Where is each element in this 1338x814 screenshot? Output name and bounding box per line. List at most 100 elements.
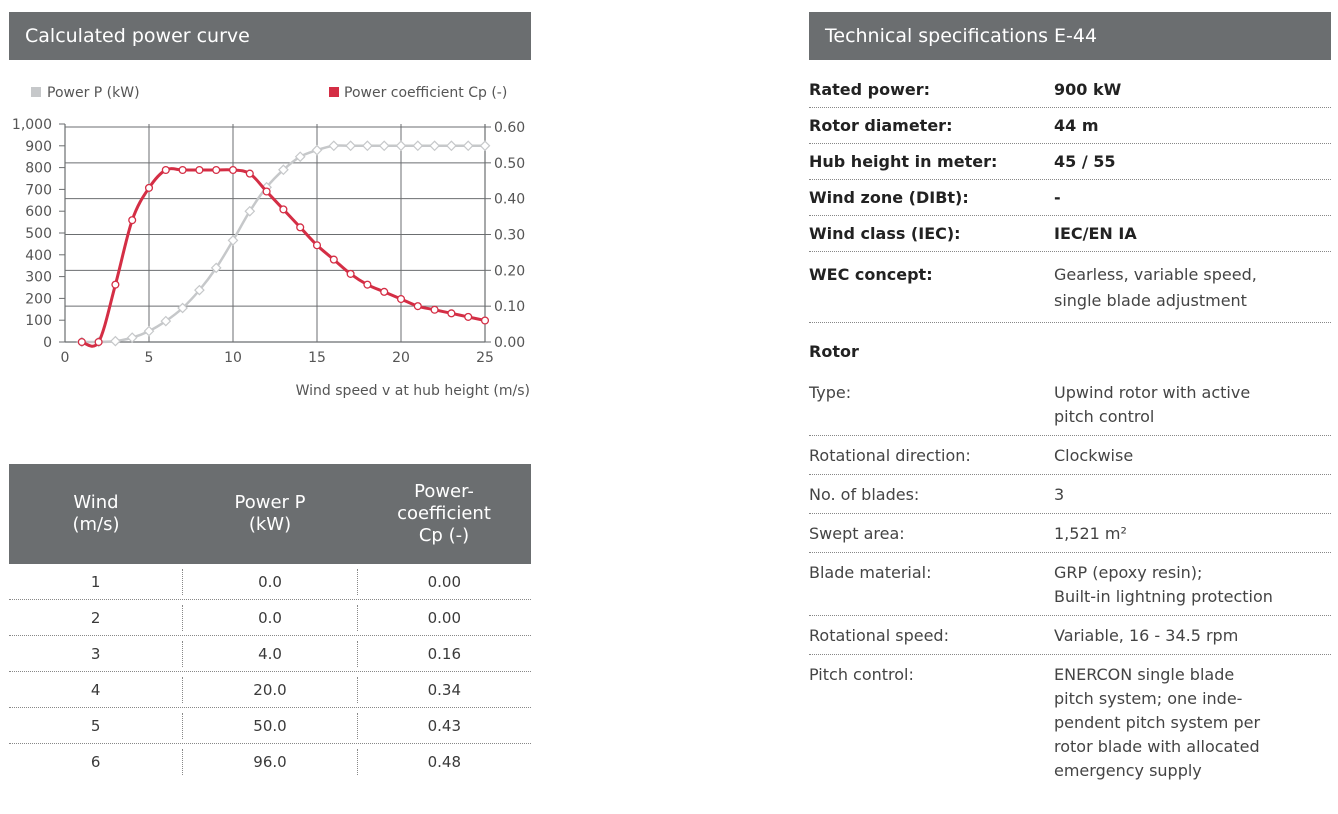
power-data-point — [412, 140, 424, 152]
cp-data-point — [94, 337, 103, 347]
spec-value: 1,521 m² — [1054, 524, 1127, 543]
cell-power: 0.0 — [182, 604, 356, 631]
column-header-wind: Wind (m/s) — [72, 492, 120, 535]
cp-data-point — [480, 316, 490, 325]
cp-series-line — [81, 167, 486, 348]
spec-row: Type: Upwind rotor with active pitch cont… — [809, 373, 1331, 436]
y-left-tick-label: 800 — [25, 161, 52, 177]
spec-label: Swept area: — [809, 524, 905, 543]
y-right-tick-label: 0.10 — [494, 299, 525, 315]
cell-cp: 0.00 — [356, 568, 531, 595]
cell-power: 4.0 — [182, 640, 356, 667]
y-right-tick-label: 0.60 — [494, 120, 525, 136]
spec-row: Pitch control: ENERCON single blade pitch… — [809, 655, 1331, 789]
table-body: 1 0.0 0.00 2 0.0 0.00 3 4.0 0.16 4 20.0 0.34 5 50.0 0.… — [9, 564, 531, 780]
power-data-point — [378, 140, 390, 152]
power-data-point — [126, 332, 138, 344]
spec-value: ENERCON single blade pitch system; one i… — [1054, 665, 1261, 780]
column-header-cp: Power- coefficient Cp (-) — [397, 481, 491, 546]
cp-data-point — [144, 183, 154, 192]
spec-value: 3 — [1054, 485, 1065, 504]
y-left-tick-label: 100 — [25, 313, 52, 329]
cp-data-point — [77, 337, 86, 347]
cp-data-point — [380, 287, 389, 296]
cp-data-point — [464, 312, 473, 321]
cp-data-point — [128, 216, 137, 225]
cp-data-point — [111, 280, 120, 289]
cp-data-point — [279, 205, 288, 214]
cell-power: 96.0 — [182, 749, 356, 775]
y-left-tick-label: 400 — [25, 248, 52, 264]
x-tick-label: 10 — [224, 350, 242, 366]
y-left-tick-label: 900 — [25, 139, 52, 155]
x-tick-label: 0 — [61, 350, 70, 366]
spec-value: Gearless, variable speed, single blade a… — [1054, 265, 1257, 310]
cp-data-point — [430, 305, 439, 314]
cell-cp: 0.16 — [356, 640, 531, 667]
spec-label: Wind class (IEC): — [809, 224, 961, 243]
cell-wind: 5 — [90, 716, 101, 735]
spec-row: Rotor diameter: 44 m — [809, 108, 1331, 144]
power-data-point — [210, 262, 222, 274]
y-right-tick-label: 0.20 — [494, 263, 525, 279]
y-left-tick-label: 1,000 — [12, 117, 52, 133]
chart-legend: Power P (kW) Power coefficient Cp (-) — [31, 85, 507, 101]
y-left-tick-label: 0 — [43, 335, 52, 351]
cell-cp: 0.48 — [356, 749, 531, 775]
cell-cp: 0.43 — [356, 712, 531, 739]
spec-row: Rated power: 900 kW — [809, 72, 1331, 108]
power-data-point — [311, 144, 323, 156]
spec-label: No. of blades: — [809, 485, 920, 504]
y-right-tick-label: 0.40 — [494, 192, 525, 208]
cp-data-point — [245, 169, 254, 178]
chart-series — [76, 140, 491, 348]
cell-power: 0.0 — [182, 568, 356, 595]
main-specs: Rated power: 900 kW Rotor diameter: 44 m Hub… — [809, 72, 1331, 252]
table-row: 4 20.0 0.34 — [9, 672, 531, 708]
power-data-point — [177, 302, 188, 314]
power-data-point — [110, 335, 121, 347]
spec-row: Blade material: GRP (epoxy resin); Built-… — [809, 553, 1331, 616]
y-left-tick-label: 700 — [25, 182, 52, 198]
spec-label: Rotational direction: — [809, 446, 971, 465]
spec-row: Hub height in meter: 45 / 55 — [809, 144, 1331, 180]
cp-data-point — [262, 187, 271, 196]
spec-row: Wind class (IEC): IEC/EN IA — [809, 216, 1331, 252]
power-data-point — [328, 140, 340, 152]
legend-swatch-power — [31, 87, 41, 97]
legend-swatch-cp — [329, 87, 339, 97]
table-row: 3 4.0 0.16 — [9, 636, 531, 672]
x-axis-label: Wind speed v at hub height (m/s) — [296, 383, 530, 399]
spec-label: WEC concept: — [809, 265, 933, 284]
x-tick-label: 5 — [145, 350, 154, 366]
spec-label: Type: — [809, 383, 852, 402]
y-left-tick-label: 300 — [25, 270, 52, 286]
spec-value: IEC/EN IA — [1054, 224, 1137, 243]
rotor-specs: Type: Upwind rotor with active pitch cont… — [809, 373, 1331, 789]
y-right-tick-label: 0.30 — [494, 228, 525, 244]
y-left-tick-label: 600 — [25, 204, 52, 220]
specs-section-title: Technical specifications E-44 — [809, 12, 1331, 60]
cp-data-point — [212, 165, 221, 175]
cell-wind: 4 — [90, 680, 101, 699]
chart-axes: 0 5 10 15 20 250.00 0.10 0.20 0.30 0.40 0.50 0.60 0 1… — [12, 117, 525, 366]
power-data-point — [160, 315, 172, 327]
table-header: Wind (m/s) Power P (kW) Power- coefficie… — [9, 464, 531, 564]
spec-label: Hub height in meter: — [809, 152, 998, 171]
spec-label: Wind zone (DIBt): — [809, 188, 969, 207]
spec-row: Swept area: 1,521 m² — [809, 514, 1331, 553]
table-row: 6 96.0 0.48 — [9, 744, 531, 780]
cp-data-point — [195, 165, 204, 175]
spec-value: GRP (epoxy resin); Built-in lightning pr… — [1054, 563, 1273, 606]
spec-row-wec-concept: WEC concept: Gearless, variable speed, s… — [809, 252, 1331, 323]
power-data-point — [345, 140, 356, 152]
power-data-point — [194, 284, 205, 296]
spec-value: Clockwise — [1054, 446, 1134, 465]
x-tick-label: 15 — [308, 350, 326, 366]
spec-row: No. of blades: 3 — [809, 475, 1331, 514]
y-right-tick-label: 0.50 — [494, 156, 525, 172]
power-data-point — [429, 140, 440, 152]
x-tick-label: 20 — [392, 350, 410, 366]
cell-cp: 0.34 — [356, 676, 531, 703]
power-data-point — [362, 140, 373, 152]
